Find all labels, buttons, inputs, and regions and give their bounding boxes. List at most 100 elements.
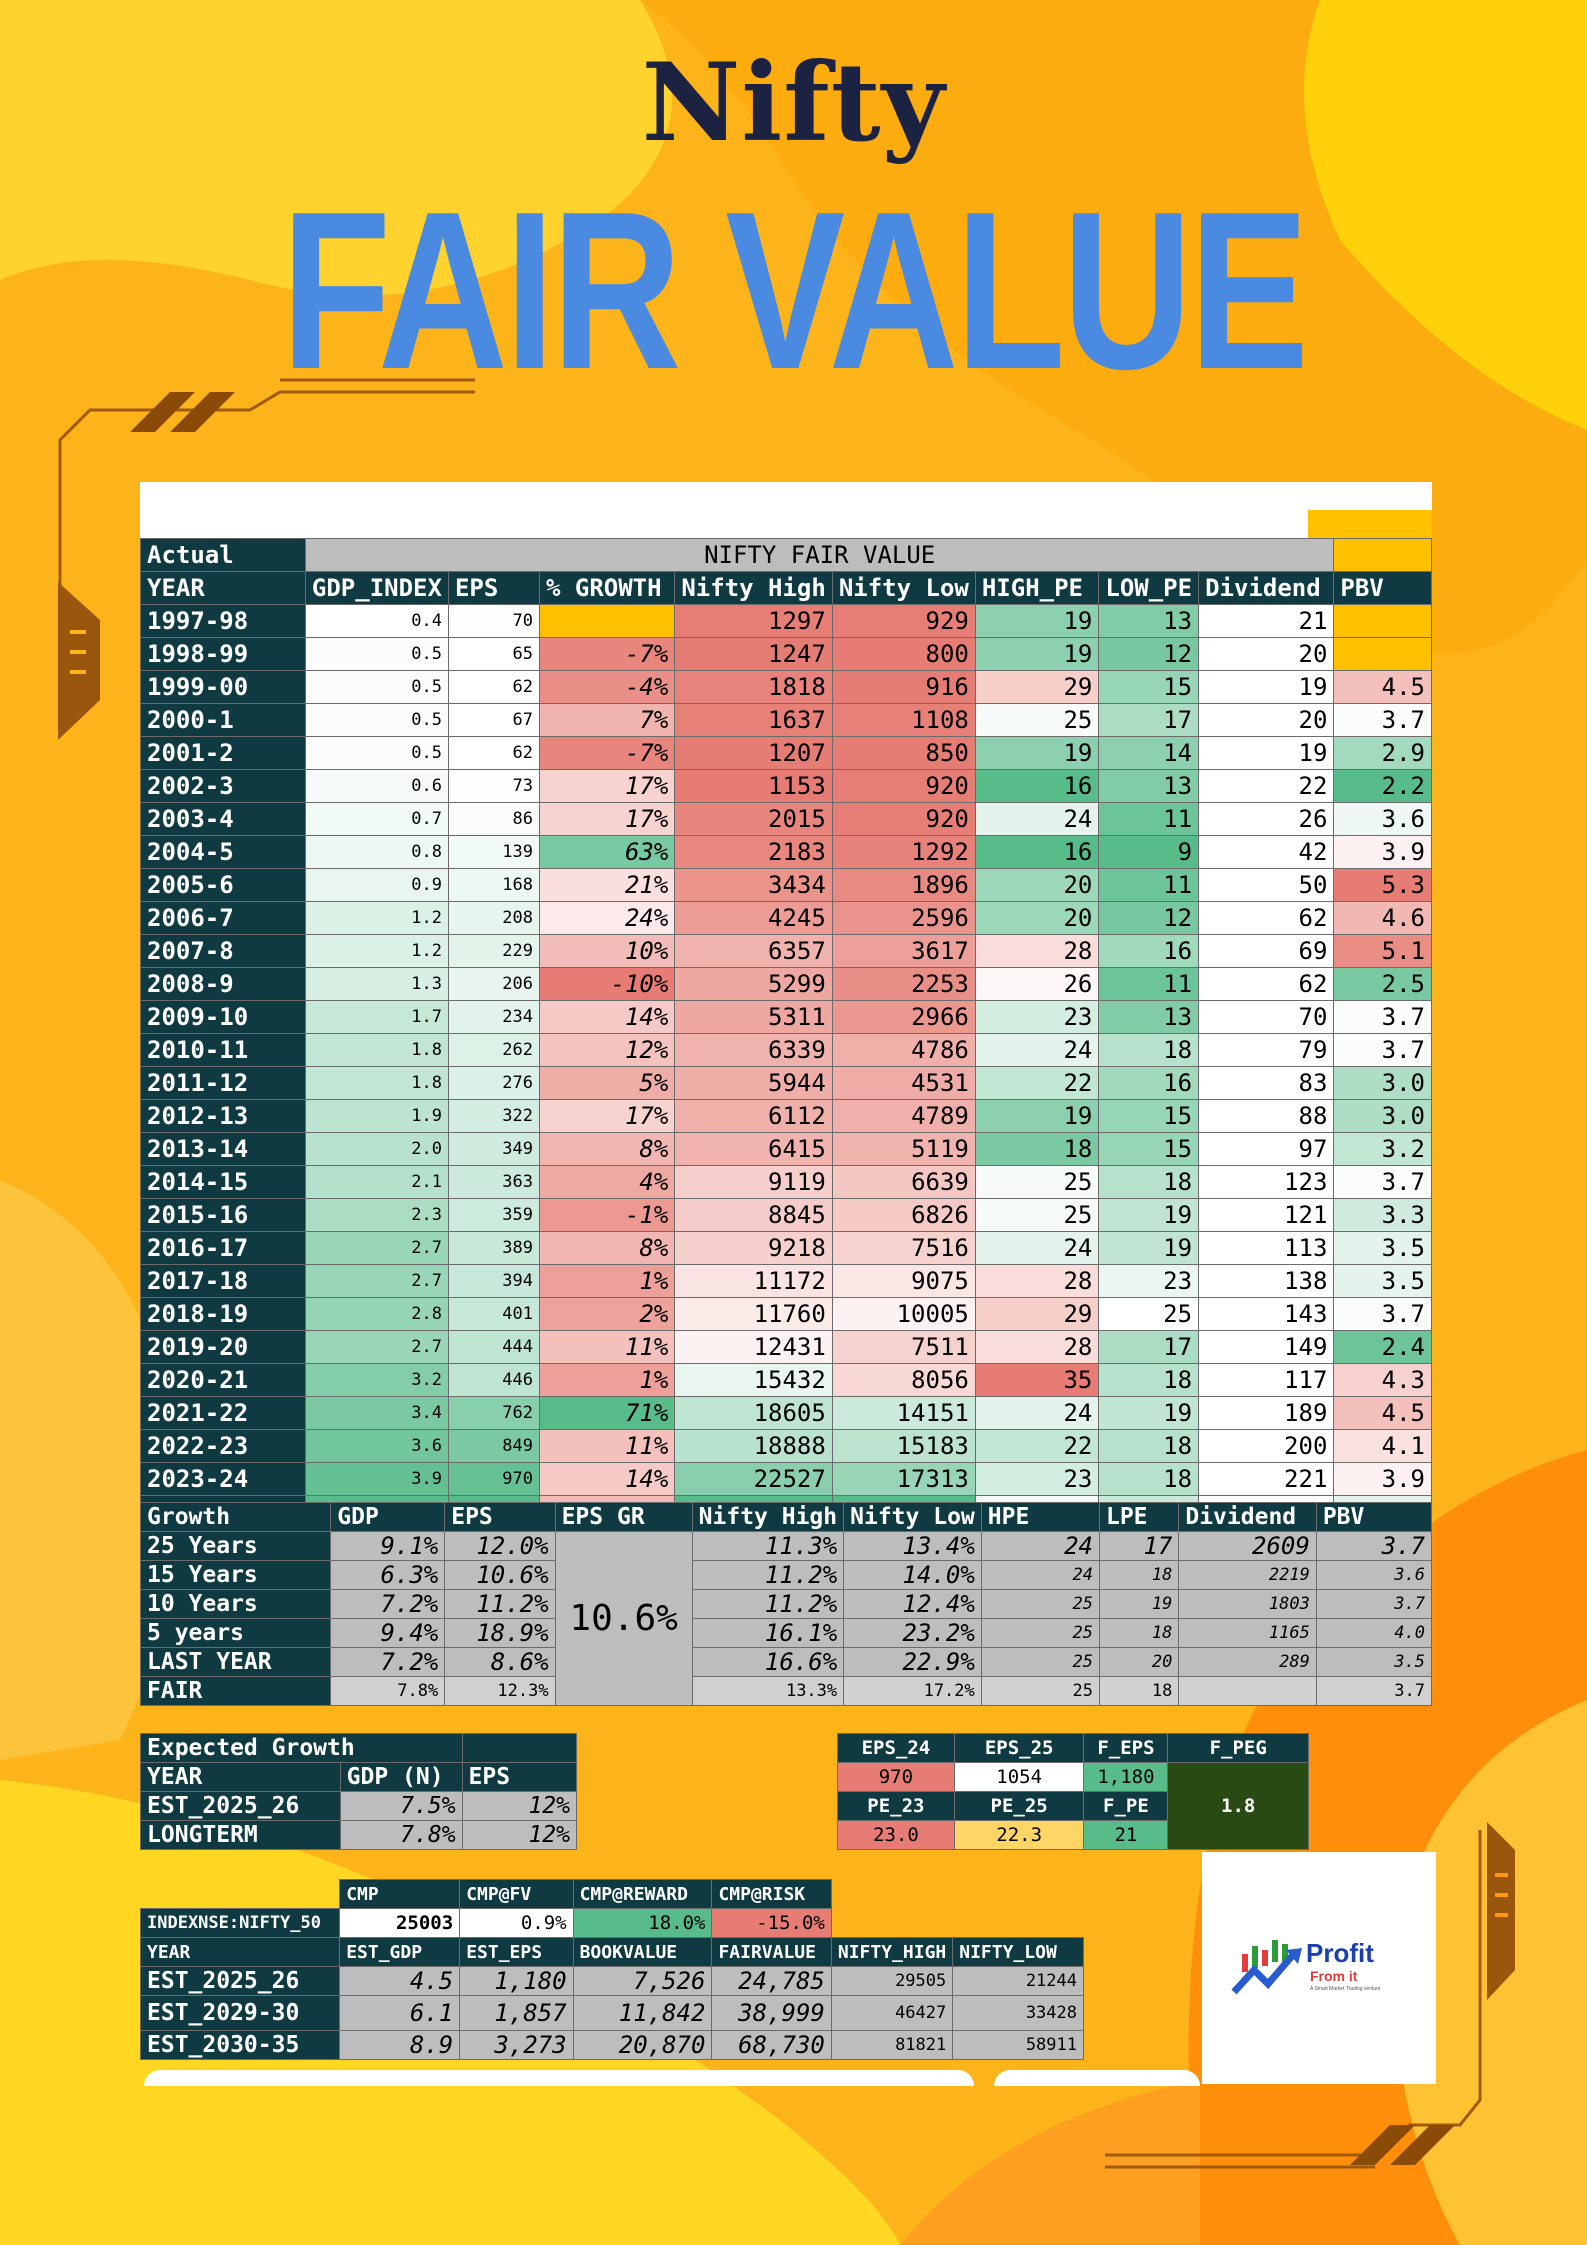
year-cell: 2001-2 <box>140 736 306 770</box>
growth-cell: 24 <box>980 1531 1100 1561</box>
eps-24-header: EPS_24 <box>837 1733 955 1763</box>
value-cell: 21% <box>538 868 676 902</box>
pe-25-value: 22.3 <box>953 1820 1085 1850</box>
value-cell: 6415 <box>674 1132 833 1166</box>
eg-year-cell: EST_2025_26 <box>140 1791 341 1821</box>
value-cell: 206 <box>447 967 540 1001</box>
value-cell: 17313 <box>831 1462 976 1496</box>
value-cell: 2.5 <box>1333 967 1432 1001</box>
col-header-4: Nifty High <box>674 571 833 605</box>
value-cell: 113 <box>1198 1231 1335 1265</box>
logo-name: Profit <box>1306 1938 1374 1968</box>
value-cell: 1292 <box>831 835 976 869</box>
value-cell: 12431 <box>674 1330 833 1364</box>
cmp-col-header-5: NIFTY_HIGH <box>830 1937 954 1967</box>
value-cell: 12 <box>1098 901 1200 935</box>
growth-cell: 11.2% <box>691 1560 845 1590</box>
value-cell: 5944 <box>674 1066 833 1100</box>
value-cell: 5.1 <box>1333 934 1432 968</box>
estimate-value-cell: 68,730 <box>711 2030 832 2060</box>
fair-cell: 7.8% <box>330 1676 446 1706</box>
value-cell: 139 <box>447 835 540 869</box>
estimate-value-cell: 58911 <box>952 2030 1084 2060</box>
value-cell: 6826 <box>831 1198 976 1232</box>
value-cell: 69 <box>1198 934 1335 968</box>
growth-cell: 16.1% <box>691 1618 845 1648</box>
year-cell: 2002-3 <box>140 769 306 803</box>
value-cell: 25 <box>1098 1297 1200 1331</box>
year-cell: 2014-15 <box>140 1165 306 1199</box>
value-cell: 17 <box>1098 1330 1200 1364</box>
cmp-col-header-0: YEAR <box>139 1937 341 1967</box>
value-cell: 4.3 <box>1333 1363 1432 1397</box>
estimate-value-cell: 8.9 <box>339 2030 461 2060</box>
value-cell: 4.5 <box>1333 670 1432 704</box>
growth-cell: 18.9% <box>444 1618 556 1648</box>
growth-cell: 19 <box>1098 1589 1180 1619</box>
value-cell: 8% <box>538 1231 676 1265</box>
growth-cell: 2219 <box>1178 1560 1317 1590</box>
value-cell: 28 <box>974 1330 1100 1364</box>
value-cell: 50 <box>1198 868 1335 902</box>
value-cell: 70 <box>1198 1000 1335 1034</box>
cmp-col-header-4: FAIRVALUE <box>711 1937 832 1967</box>
value-cell: 3.7 <box>1333 1033 1432 1067</box>
estimate-value-cell: 6.1 <box>339 1995 461 2031</box>
table-row: 2014-15 2.1 363 4% 9119 6639 25 18 123 3.7 <box>140 1165 1432 1199</box>
value-cell: 2.9 <box>1333 736 1432 770</box>
cmp-col-header-3: BOOKVALUE <box>572 1937 713 1967</box>
col-header-8: Dividend <box>1198 571 1335 605</box>
value-cell: 920 <box>831 769 976 803</box>
f-pe-value: 21 <box>1083 1820 1169 1850</box>
bottom-strip-left <box>144 2070 974 2086</box>
table-row: 2008-9 1.3 206 -10% 5299 2253 26 11 62 2.5 <box>140 967 1432 1001</box>
value-cell: 20 <box>974 901 1100 935</box>
eg-row: EST_2025_26 7.5% 12% <box>140 1791 578 1821</box>
growth-header-1: GDP <box>330 1502 446 1532</box>
f-peg-value: 1.8 <box>1167 1762 1309 1850</box>
expected-growth-table: Expected Growth YEAR GDP (N) EPS EST_2025_… <box>140 1733 578 1850</box>
growth-cell: 16.6% <box>691 1647 845 1677</box>
value-cell: 143 <box>1198 1297 1335 1331</box>
f-eps-header: F_EPS <box>1083 1733 1169 1763</box>
value-cell: 276 <box>447 1066 540 1100</box>
value-cell: 20 <box>1198 637 1335 671</box>
growth-cell: 18 <box>1098 1560 1180 1590</box>
growth-cell: 17 <box>1098 1531 1180 1561</box>
col-header-3: % GROWTH <box>538 571 676 605</box>
table-row: 2021-22 3.4 762 71% 18605 14151 24 19 189 4.5 <box>140 1396 1432 1430</box>
eg-value-cell: 12% <box>461 1820 578 1850</box>
value-cell: 86 <box>447 802 540 836</box>
growth-cell: 1803 <box>1178 1589 1317 1619</box>
estimate-value-cell: 3,273 <box>459 2030 574 2060</box>
table-row: 2000-1 0.5 67 7% 1637 1108 25 17 20 3.7 <box>140 703 1432 737</box>
growth-header-4: Nifty High <box>691 1502 845 1532</box>
year-cell: 2015-16 <box>140 1198 306 1232</box>
year-cell: 1998-99 <box>140 637 306 671</box>
pe-23-value: 23.0 <box>837 1820 955 1850</box>
year-cell: 2012-13 <box>140 1099 306 1133</box>
value-cell: 1247 <box>674 637 833 671</box>
growth-cell: 11.3% <box>691 1531 845 1561</box>
value-cell: 3.0 <box>1333 1066 1432 1100</box>
value-cell: 446 <box>447 1363 540 1397</box>
value-cell: 322 <box>447 1099 540 1133</box>
value-cell: 62 <box>1198 901 1335 935</box>
value-cell: 4.5 <box>1333 1396 1432 1430</box>
value-cell: 19 <box>1098 1231 1200 1265</box>
value-cell: 1108 <box>831 703 976 737</box>
year-cell: 2005-6 <box>140 868 306 902</box>
year-cell: 2021-22 <box>140 1396 306 1430</box>
estimate-value-cell: 33428 <box>952 1995 1084 2031</box>
value-cell: 2.7 <box>304 1264 449 1298</box>
value-cell: 121 <box>1198 1198 1335 1232</box>
year-cell: 2023-24 <box>140 1462 306 1496</box>
value-cell: 0.5 <box>304 637 449 671</box>
growth-cell: 18 <box>1098 1618 1180 1648</box>
year-cell: 2003-4 <box>140 802 306 836</box>
value-cell: 3.7 <box>1333 1000 1432 1034</box>
value-cell: 16 <box>1098 1066 1200 1100</box>
value-cell: 9218 <box>674 1231 833 1265</box>
fair-cell: 18 <box>1098 1676 1180 1706</box>
growth-cell: 22.9% <box>843 1647 982 1677</box>
